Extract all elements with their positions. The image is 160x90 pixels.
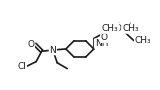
Text: CH₃: CH₃ [122, 24, 139, 33]
Text: N: N [49, 46, 56, 55]
Text: O: O [101, 33, 108, 42]
Text: O: O [115, 24, 122, 33]
Text: CH₃: CH₃ [102, 24, 119, 33]
Text: Cl: Cl [17, 62, 26, 71]
Text: CH₃: CH₃ [135, 36, 151, 45]
Text: NH: NH [95, 39, 108, 48]
Text: O: O [27, 40, 34, 49]
